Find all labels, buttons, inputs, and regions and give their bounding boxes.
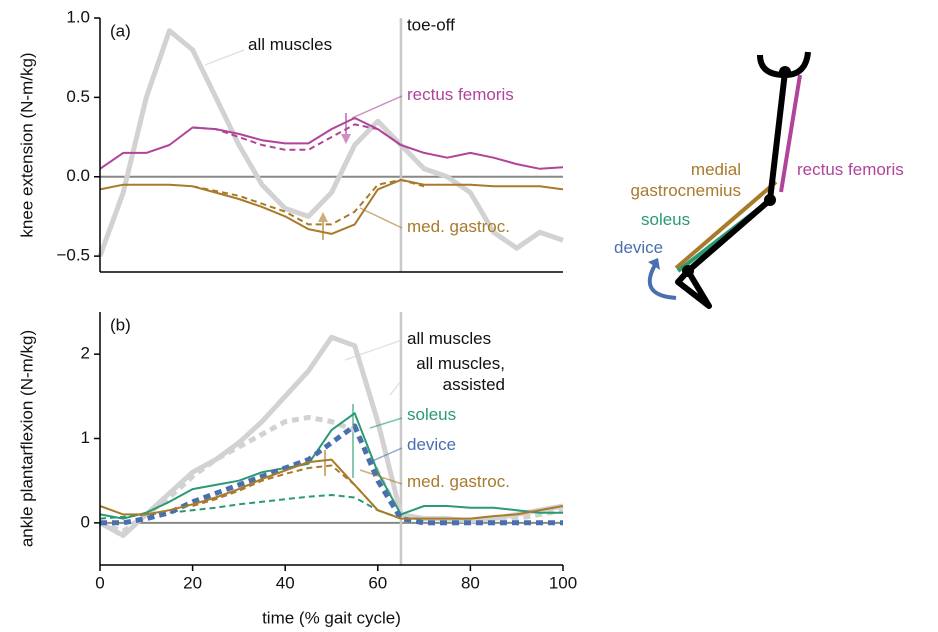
y-tick-label: 0.5 (66, 87, 90, 106)
arrow-head (341, 134, 351, 144)
x-tick-label: 40 (276, 573, 295, 592)
diagram-label: rectus femoris (797, 160, 904, 179)
leader-line (369, 447, 403, 463)
y-tick-label: 2 (81, 344, 90, 363)
gastrocnemius-muscle (674, 180, 778, 270)
x-tick-label: 100 (549, 573, 577, 592)
leader-line (344, 339, 403, 361)
y-axis-label: ankle plantarflexion (N-m/kg) (17, 330, 36, 547)
leader-line (359, 469, 403, 485)
device-arc (647, 264, 677, 300)
x-tick-label: 80 (461, 573, 480, 592)
series-line (98, 334, 564, 538)
series-label: med. gastroc. (407, 217, 510, 236)
panel-label: (b) (110, 315, 131, 334)
series-line (97, 28, 564, 257)
diagram-label: device (614, 238, 664, 257)
diagram-label: medial gastrocnemius (630, 160, 741, 200)
series-label: all muscles, assisted (416, 354, 505, 394)
leader-line (204, 49, 245, 66)
annotation-arrows (318, 113, 354, 478)
knee-joint (764, 194, 776, 206)
series-line (99, 178, 564, 235)
series-line (192, 123, 402, 151)
hip-joint (779, 66, 791, 78)
y-tick-label: 1.0 (66, 7, 90, 26)
panel-label: (a) (110, 21, 131, 40)
x-tick-label: 0 (95, 573, 104, 592)
device-arrow (648, 258, 660, 270)
y-tick-label: 1 (81, 428, 90, 447)
x-tick-label: 60 (368, 573, 387, 592)
series-label: rectus femoris (407, 85, 514, 104)
x-tick-label: 20 (183, 573, 202, 592)
leader-line (389, 379, 403, 396)
shank (686, 197, 772, 274)
series-label: soleus (407, 405, 457, 424)
foot (675, 268, 712, 309)
series-label: all muscles (248, 35, 333, 54)
leader-line (359, 207, 403, 229)
rectus-femoris-muscle (779, 74, 802, 193)
arrow-head (318, 212, 328, 222)
series-line (192, 464, 402, 520)
leader-line (369, 417, 403, 429)
series-line (192, 178, 425, 226)
x-axis-label: time (% gait cycle) (262, 608, 401, 627)
y-tick-label: 0.0 (66, 166, 90, 185)
series-label: all muscles (407, 329, 492, 348)
leader-line (351, 95, 403, 119)
series-label: device (407, 435, 457, 454)
y-axis-label: knee extension (N-m/kg) (17, 52, 36, 237)
leg-diagram (647, 51, 811, 309)
series-line (99, 414, 564, 534)
toe-off-label: toe-off (407, 15, 455, 34)
y-tick-label: −0.5 (56, 246, 90, 265)
diagram-label: soleus (641, 210, 691, 229)
series-line (99, 458, 564, 520)
series-line (99, 412, 563, 520)
series-label: med. gastroc. (407, 472, 510, 491)
series-line (99, 117, 564, 170)
ankle-joint (682, 265, 694, 277)
femur (767, 71, 788, 201)
y-tick-label: 0 (81, 512, 90, 531)
